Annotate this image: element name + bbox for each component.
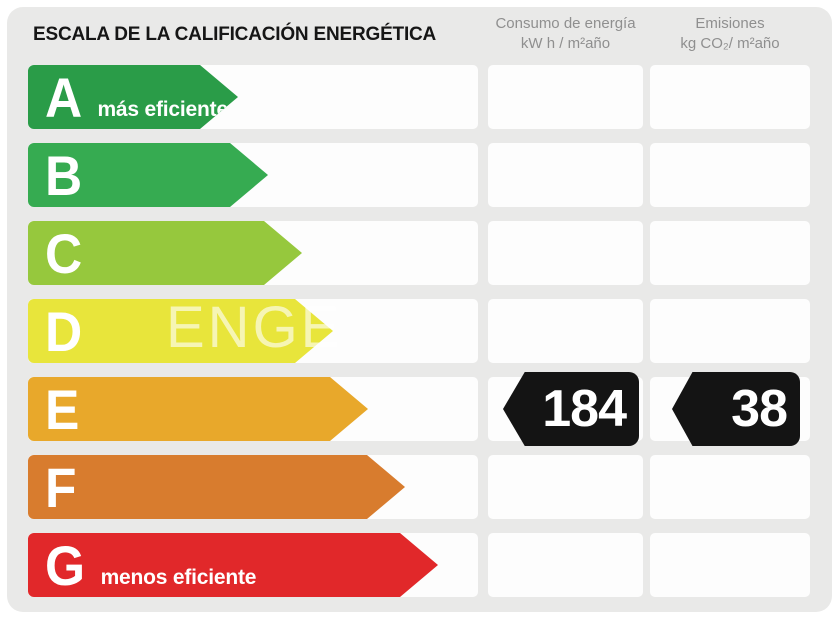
- rating-letter: C: [45, 222, 83, 285]
- consumo-cell: [488, 533, 643, 597]
- emisiones-cell: [650, 65, 810, 129]
- consumo-value: 184: [542, 380, 627, 438]
- consumo-header-line1: Consumo de energía: [495, 15, 636, 32]
- rating-row-c: C: [28, 221, 810, 285]
- bar-track-cell: E: [28, 377, 478, 441]
- rating-bar-label: más eficiente: [97, 98, 228, 121]
- bar-track-cell: D: [28, 299, 478, 363]
- emisiones-cell: [650, 455, 810, 519]
- consumo-cell: [488, 455, 643, 519]
- bar-track-cell: F: [28, 455, 478, 519]
- rating-letter: D: [45, 300, 83, 363]
- rating-row-d: D: [28, 299, 810, 363]
- emisiones-cell: 38: [650, 372, 810, 446]
- rating-letter: G: [45, 534, 86, 597]
- rating-row-b: B: [28, 143, 810, 207]
- rating-letter: F: [45, 456, 77, 519]
- rating-row-e: E 184 38: [28, 372, 810, 446]
- consumo-cell: [488, 299, 643, 363]
- rating-bar-b: B: [28, 143, 268, 207]
- emisiones-cell: [650, 221, 810, 285]
- emisiones-cell: [650, 299, 810, 363]
- emisiones-value: 38: [731, 380, 788, 438]
- consumo-cell: 184: [488, 372, 643, 446]
- emisiones-cell: [650, 143, 810, 207]
- emisiones-header-line1: Emisiones: [695, 15, 765, 32]
- consumo-cell: [488, 65, 643, 129]
- rating-bar-c: C: [28, 221, 302, 285]
- rating-letter: B: [45, 144, 83, 207]
- consumo-cell: [488, 143, 643, 207]
- consumo-value-badge: 184: [503, 372, 639, 446]
- bar-track-cell: B: [28, 143, 478, 207]
- column-header-consumo: Consumo de energía kW h / m²año: [488, 14, 643, 54]
- consumo-cell: [488, 221, 643, 285]
- emisiones-value-badge: 38: [672, 372, 800, 446]
- rating-letter: A: [45, 66, 83, 129]
- rating-letter: E: [45, 378, 80, 441]
- emisiones-header-line2: kg CO₂/ m²año: [680, 35, 780, 52]
- bar-track-cell: C: [28, 221, 478, 285]
- column-header-emisiones: Emisiones kg CO₂/ m²año: [650, 14, 810, 54]
- rating-row-f: F: [28, 455, 810, 519]
- rating-bar-label: menos eficiente: [100, 566, 257, 589]
- rating-bar-d: D: [28, 299, 333, 363]
- consumo-header-line2: kW h / m²año: [520, 35, 611, 52]
- rating-bar-e: E: [28, 377, 368, 441]
- emisiones-cell: [650, 533, 810, 597]
- rating-bar-f: F: [28, 455, 405, 519]
- page-title: ESCALA DE LA CALIFICACIÓN ENERGÉTICA: [33, 24, 437, 45]
